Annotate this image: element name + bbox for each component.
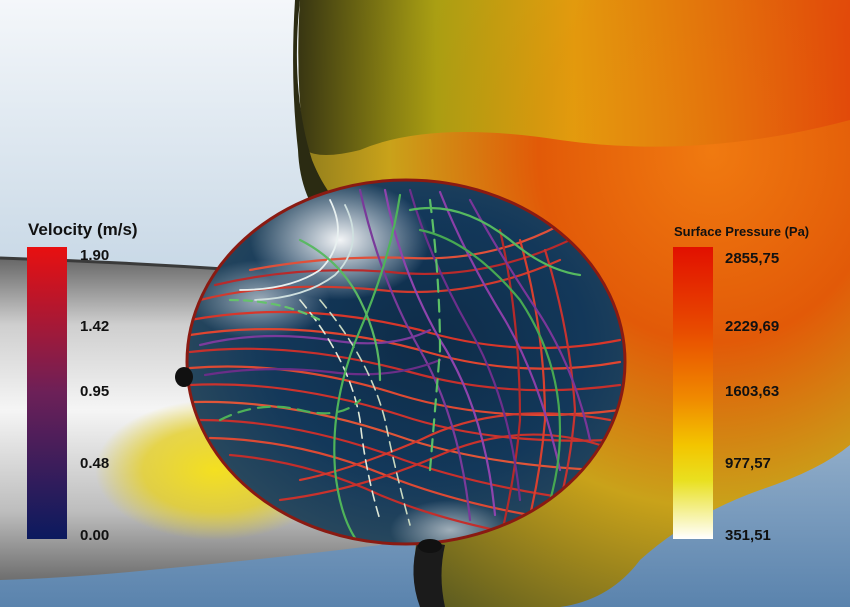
velocity-tick-label: 1.90 <box>80 247 110 264</box>
pressure-tick-label: 2855,75 <box>725 250 780 267</box>
pressure-tick-label: 2229,69 <box>725 318 780 335</box>
velocity-tick-label: 0.48 <box>80 455 110 472</box>
pressure-tick-label: 977,57 <box>725 455 771 472</box>
velocity-tick-label: 1.42 <box>80 318 110 335</box>
pressure-tick-label: 351,51 <box>725 527 771 544</box>
velocity-color-bar <box>27 247 67 539</box>
velocity-tick-label: 0.95 <box>80 383 110 400</box>
velocity-tick-label: 0.00 <box>80 527 110 544</box>
pressure-tick-label: 1603,63 <box>725 383 780 400</box>
velocity-legend-title: Velocity (m/s) <box>28 220 138 239</box>
pressure-legend-title: Surface Pressure (Pa) <box>674 224 810 239</box>
pressure-color-bar <box>673 247 713 539</box>
